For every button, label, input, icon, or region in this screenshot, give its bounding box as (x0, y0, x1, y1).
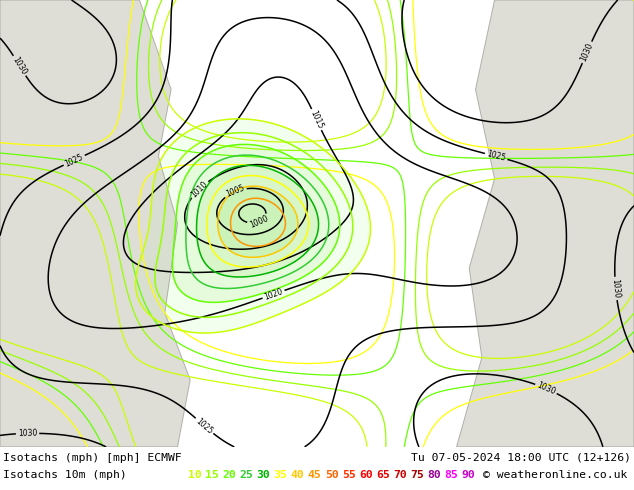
Text: 70: 70 (393, 470, 407, 480)
Text: 85: 85 (444, 470, 458, 480)
Text: 35: 35 (273, 470, 287, 480)
Text: 65: 65 (376, 470, 390, 480)
Text: 1030: 1030 (11, 55, 29, 76)
Text: 75: 75 (410, 470, 424, 480)
Text: 10: 10 (188, 470, 202, 480)
Text: Tu 07-05-2024 18:00 UTC (12+126): Tu 07-05-2024 18:00 UTC (12+126) (411, 453, 631, 463)
Text: 1000: 1000 (248, 214, 269, 230)
Text: Isotachs 10m (mph): Isotachs 10m (mph) (3, 470, 127, 480)
Text: 60: 60 (359, 470, 373, 480)
Text: 1025: 1025 (194, 416, 215, 436)
Text: 1030: 1030 (18, 429, 37, 438)
Text: 1025: 1025 (63, 152, 85, 169)
Text: 90: 90 (462, 470, 476, 480)
Text: 40: 40 (290, 470, 304, 480)
Text: 1025: 1025 (486, 149, 507, 163)
Text: 1015: 1015 (308, 109, 325, 130)
Text: 30: 30 (256, 470, 270, 480)
Text: 1030: 1030 (611, 278, 621, 298)
Text: 50: 50 (325, 470, 339, 480)
Polygon shape (456, 0, 634, 447)
Text: 25: 25 (239, 470, 253, 480)
Text: 80: 80 (427, 470, 441, 480)
Text: 1030: 1030 (536, 381, 557, 396)
Text: 1020: 1020 (263, 287, 284, 302)
Text: 20: 20 (222, 470, 236, 480)
Text: © weatheronline.co.uk: © weatheronline.co.uk (482, 470, 627, 480)
Text: 15: 15 (205, 470, 219, 480)
Text: 1010: 1010 (190, 179, 209, 199)
Text: 1005: 1005 (224, 184, 246, 199)
Text: 55: 55 (342, 470, 356, 480)
Text: Isotachs (mph) [mph] ECMWF: Isotachs (mph) [mph] ECMWF (3, 453, 182, 463)
Text: 1030: 1030 (579, 42, 595, 63)
Text: 45: 45 (307, 470, 321, 480)
Polygon shape (0, 0, 190, 447)
